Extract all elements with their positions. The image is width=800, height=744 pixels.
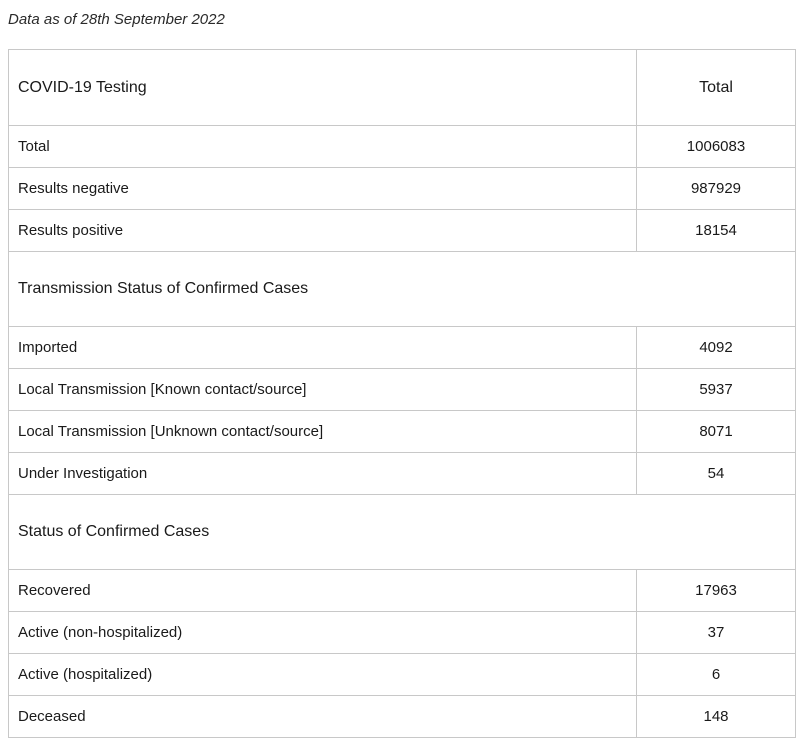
table-row: Total 1006083 bbox=[8, 125, 796, 168]
section-header-row: Transmission Status of Confirmed Cases bbox=[8, 251, 796, 327]
row-label: Results positive bbox=[8, 209, 637, 252]
covid-stats-table: COVID-19 Testing Total Total 1006083 Res… bbox=[8, 49, 796, 738]
row-label: Local Transmission [Unknown contact/sour… bbox=[8, 410, 637, 453]
table-row: Results positive 18154 bbox=[8, 209, 796, 252]
row-label: Deceased bbox=[8, 695, 637, 738]
row-value: 54 bbox=[636, 452, 796, 495]
row-value: 4092 bbox=[636, 326, 796, 369]
section-title-transmission: Transmission Status of Confirmed Cases bbox=[8, 251, 637, 327]
row-label: Recovered bbox=[8, 569, 637, 612]
row-label: Local Transmission [Known contact/source… bbox=[8, 368, 637, 411]
header-testing-label: COVID-19 Testing bbox=[8, 49, 637, 126]
section-blank-cell bbox=[636, 494, 796, 570]
table-row: Local Transmission [Unknown contact/sour… bbox=[8, 410, 796, 453]
table-row: Local Transmission [Known contact/source… bbox=[8, 368, 796, 411]
table-row: Imported 4092 bbox=[8, 326, 796, 369]
row-label: Results negative bbox=[8, 167, 637, 210]
row-label: Imported bbox=[8, 326, 637, 369]
row-label: Active (hospitalized) bbox=[8, 653, 637, 696]
table-row: Active (non-hospitalized) 37 bbox=[8, 611, 796, 654]
row-value: 987929 bbox=[636, 167, 796, 210]
table-row: Under Investigation 54 bbox=[8, 452, 796, 495]
table-row: Active (hospitalized) 6 bbox=[8, 653, 796, 696]
row-value: 148 bbox=[636, 695, 796, 738]
header-total-label: Total bbox=[636, 49, 796, 126]
table-row: Results negative 987929 bbox=[8, 167, 796, 210]
row-value: 37 bbox=[636, 611, 796, 654]
row-value: 8071 bbox=[636, 410, 796, 453]
row-value: 17963 bbox=[636, 569, 796, 612]
table-header-row: COVID-19 Testing Total bbox=[8, 49, 796, 126]
row-label: Under Investigation bbox=[8, 452, 637, 495]
section-header-row: Status of Confirmed Cases bbox=[8, 494, 796, 570]
row-value: 1006083 bbox=[636, 125, 796, 168]
row-label: Active (non-hospitalized) bbox=[8, 611, 637, 654]
section-title-status: Status of Confirmed Cases bbox=[8, 494, 637, 570]
row-value: 18154 bbox=[636, 209, 796, 252]
section-blank-cell bbox=[636, 251, 796, 327]
table-row: Recovered 17963 bbox=[8, 569, 796, 612]
data-as-of-note: Data as of 28th September 2022 bbox=[8, 11, 225, 28]
table-row: Deceased 148 bbox=[8, 695, 796, 738]
row-label: Total bbox=[8, 125, 637, 168]
row-value: 5937 bbox=[636, 368, 796, 411]
row-value: 6 bbox=[636, 653, 796, 696]
